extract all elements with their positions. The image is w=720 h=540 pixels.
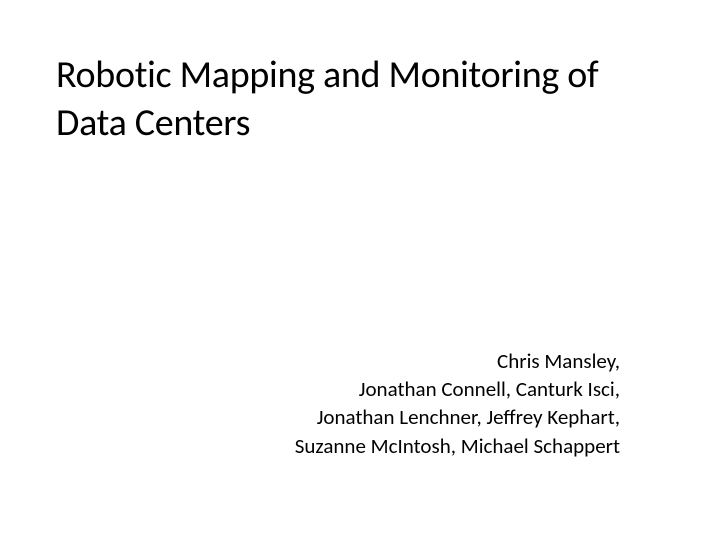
author-line-1: Chris Mansley,	[295, 347, 620, 375]
slide-title: Robotic Mapping and Monitoring of Data C…	[56, 52, 664, 147]
slide-container: Robotic Mapping and Monitoring of Data C…	[0, 0, 720, 540]
author-line-4: Suzanne McIntosh, Michael Schappert	[295, 432, 620, 460]
authors-block: Chris Mansley, Jonathan Connell, Canturk…	[295, 347, 620, 460]
author-line-2: Jonathan Connell, Canturk Isci,	[295, 375, 620, 403]
author-line-3: Jonathan Lenchner, Jeffrey Kephart,	[295, 403, 620, 431]
